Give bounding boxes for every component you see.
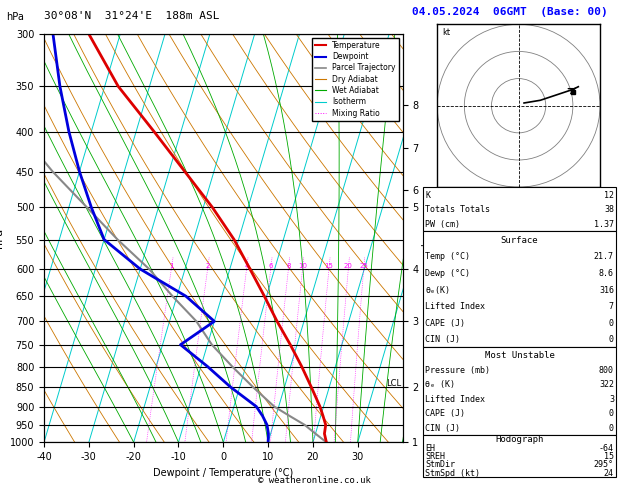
Text: -64: -64 [599,444,614,452]
Text: Hodograph: Hodograph [496,435,543,444]
Text: © weatheronline.co.uk: © weatheronline.co.uk [258,476,371,485]
Text: 10: 10 [298,263,307,269]
Text: kt: kt [443,28,451,37]
Text: CIN (J): CIN (J) [425,424,460,433]
Text: Pressure (mb): Pressure (mb) [425,365,490,375]
Text: 322: 322 [599,380,614,389]
Text: K: K [425,191,430,200]
Text: 25: 25 [359,263,368,269]
Text: 0: 0 [609,409,614,418]
Text: 7: 7 [609,302,614,311]
Text: 04.05.2024  06GMT  (Base: 00): 04.05.2024 06GMT (Base: 00) [412,7,608,17]
Text: 3: 3 [609,395,614,404]
Text: 0: 0 [609,424,614,433]
Text: CIN (J): CIN (J) [425,335,460,345]
Text: SREH: SREH [425,452,445,461]
Text: 24: 24 [604,469,614,478]
Text: 316: 316 [599,285,614,295]
Y-axis label: hPa: hPa [0,228,4,248]
Text: 15: 15 [325,263,333,269]
Text: 0: 0 [609,335,614,345]
Text: 12: 12 [604,191,614,200]
Text: 15: 15 [604,452,614,461]
Legend: Temperature, Dewpoint, Parcel Trajectory, Dry Adiabat, Wet Adiabat, Isotherm, Mi: Temperature, Dewpoint, Parcel Trajectory… [311,38,399,121]
Text: 30°08'N  31°24'E  188m ASL: 30°08'N 31°24'E 188m ASL [44,11,220,21]
Text: hPa: hPa [6,12,24,22]
Text: 38: 38 [604,205,614,214]
Text: 20: 20 [344,263,353,269]
Text: 0: 0 [609,319,614,328]
Text: 21.7: 21.7 [594,252,614,261]
Text: Totals Totals: Totals Totals [425,205,490,214]
Text: EH: EH [425,444,435,452]
Text: Most Unstable: Most Unstable [484,351,555,360]
Text: 2: 2 [206,263,210,269]
Text: 800: 800 [599,365,614,375]
Text: Lifted Index: Lifted Index [425,302,485,311]
Text: θₑ(K): θₑ(K) [425,285,450,295]
Text: 295°: 295° [594,461,614,469]
Text: LCL: LCL [386,379,401,388]
Text: Mixing Ratio (g/kg): Mixing Ratio (g/kg) [445,198,454,278]
Text: 8.6: 8.6 [599,269,614,278]
Text: Lifted Index: Lifted Index [425,395,485,404]
Text: CAPE (J): CAPE (J) [425,409,465,418]
Text: 8: 8 [286,263,291,269]
Text: StmSpd (kt): StmSpd (kt) [425,469,480,478]
Text: θₑ (K): θₑ (K) [425,380,455,389]
Text: StmDir: StmDir [425,461,455,469]
X-axis label: Dewpoint / Temperature (°C): Dewpoint / Temperature (°C) [153,468,293,478]
Text: CAPE (J): CAPE (J) [425,319,465,328]
Text: 1: 1 [169,263,174,269]
Text: Temp (°C): Temp (°C) [425,252,470,261]
Text: PW (cm): PW (cm) [425,220,460,229]
Text: 6: 6 [269,263,273,269]
Y-axis label: km
ASL: km ASL [421,229,443,247]
Text: Surface: Surface [501,236,538,244]
Text: Dewp (°C): Dewp (°C) [425,269,470,278]
Text: 4: 4 [245,263,248,269]
Text: 1.37: 1.37 [594,220,614,229]
